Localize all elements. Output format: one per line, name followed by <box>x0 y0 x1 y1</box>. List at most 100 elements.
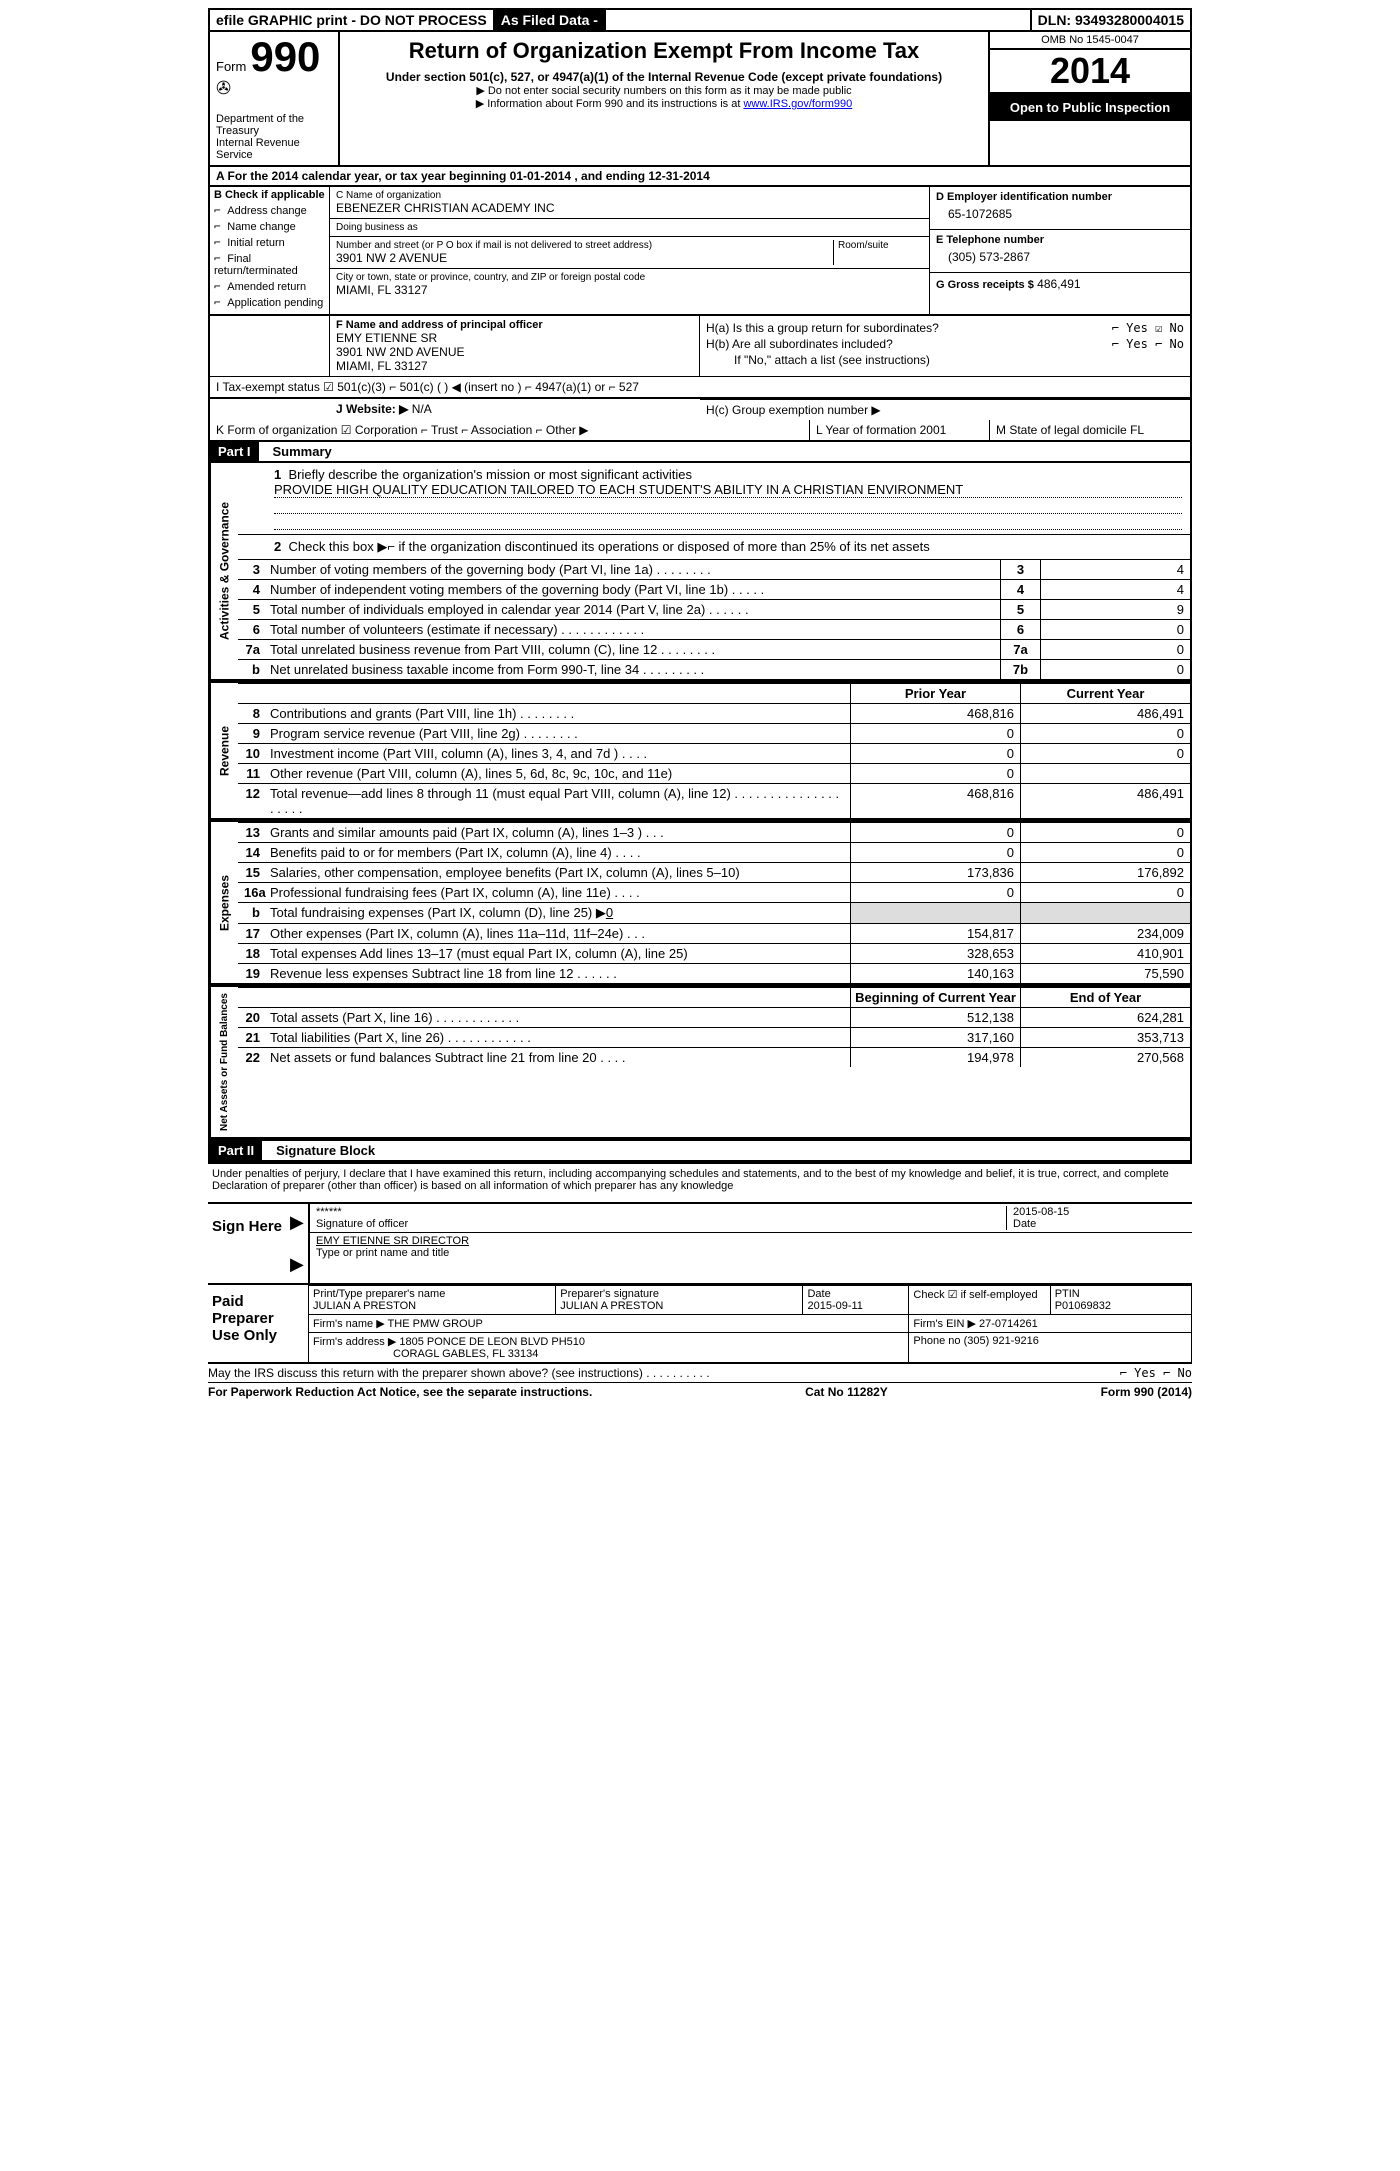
line-20-text: Total assets (Part X, line 16) . . . . .… <box>266 1008 850 1027</box>
line-2-text[interactable]: Check this box ▶⌐ if the organization di… <box>288 539 929 554</box>
tax-year: 2014 <box>990 50 1190 94</box>
chk-address-change[interactable]: Address change <box>214 204 325 217</box>
form-word: Form <box>216 59 246 74</box>
line-6-value: 0 <box>1040 620 1190 639</box>
info-prefix: ▶ Information about Form 990 and its ins… <box>476 98 744 110</box>
line-10-curr: 0 <box>1020 744 1190 763</box>
officer-label: F Name and address of principal officer <box>336 319 693 331</box>
header-left: Form 990 ✇ Department of the Treasury In… <box>210 32 340 165</box>
paid-preparer-table: Print/Type preparer's nameJULIAN A PREST… <box>308 1285 1192 1362</box>
row-j-hc: J Website: ▶ N/A H(c) Group exemption nu… <box>208 399 1192 420</box>
end-year-hdr: End of Year <box>1020 988 1190 1007</box>
summary-governance: Activities & Governance 1 Briefly descri… <box>208 463 1192 681</box>
topbar: efile GRAPHIC print - DO NOT PROCESS As … <box>208 8 1192 32</box>
firm-ein-label: Firm's EIN ▶ <box>913 1318 976 1330</box>
signature-officer-label: Signature of officer <box>316 1218 1006 1230</box>
part-i-badge: Part I <box>210 442 259 461</box>
firm-phone-label: Phone no <box>913 1335 960 1347</box>
line-12-curr: 486,491 <box>1020 784 1190 818</box>
line-17-curr: 234,009 <box>1020 924 1190 943</box>
gross-receipts-label: G Gross receipts $ <box>936 279 1034 291</box>
line-11-text: Other revenue (Part VIII, column (A), li… <box>266 764 850 783</box>
discuss-line: May the IRS discuss this return with the… <box>208 1364 1192 1383</box>
line-16a-curr: 0 <box>1020 883 1190 902</box>
ein-label: D Employer identification number <box>936 191 1184 203</box>
line-6-text: Total number of volunteers (estimate if … <box>266 620 1000 639</box>
signature-date-label: Date <box>1013 1218 1186 1230</box>
signature-intro: Under penalties of perjury, I declare th… <box>208 1162 1192 1202</box>
line-5-text: Total number of individuals employed in … <box>266 600 1000 619</box>
ein-value: 65-1072685 <box>936 203 1184 225</box>
part-ii-badge: Part II <box>210 1141 262 1160</box>
line-16b-text: Total fundraising expenses (Part IX, col… <box>266 903 850 923</box>
line-11-curr <box>1020 764 1190 783</box>
col-d-through-g: D Employer identification number 65-1072… <box>930 187 1190 314</box>
expenses-label: Expenses <box>210 822 238 983</box>
line-4-value: 4 <box>1040 580 1190 599</box>
line-3-text: Number of voting members of the governin… <box>266 560 1000 579</box>
chk-name-change[interactable]: Name change <box>214 220 325 233</box>
topbar-spacer <box>606 10 1032 30</box>
chk-application-pending[interactable]: Application pending <box>214 296 325 309</box>
firm-name: THE PMW GROUP <box>388 1318 483 1330</box>
firm-addr-label: Firm's address ▶ <box>313 1336 396 1348</box>
row-f-h: F Name and address of principal officer … <box>208 316 1192 376</box>
chk-amended-return[interactable]: Amended return <box>214 280 325 293</box>
chk-initial-return[interactable]: Initial return <box>214 236 325 249</box>
tax-exempt-status[interactable]: I Tax-exempt status ☑ 501(c)(3) ⌐ 501(c)… <box>216 380 639 394</box>
line-19-text: Revenue less expenses Subtract line 18 f… <box>266 964 850 983</box>
line-19-curr: 75,590 <box>1020 964 1190 983</box>
street-value: 3901 NW 2 AVENUE <box>336 251 833 265</box>
website-label: J Website: ▶ <box>336 402 408 416</box>
line-9-prior: 0 <box>850 724 1020 743</box>
hb-note: If "No," attach a list (see instructions… <box>706 353 1184 367</box>
officer-print-name: EMY ETIENNE SR DIRECTOR <box>316 1235 1006 1247</box>
line-10-text: Investment income (Part VIII, column (A)… <box>266 744 850 763</box>
line-21-text: Total liabilities (Part X, line 26) . . … <box>266 1028 850 1047</box>
line-17-text: Other expenses (Part IX, column (A), lin… <box>266 924 850 943</box>
street-label: Number and street (or P O box if mail is… <box>336 240 833 251</box>
irs-link[interactable]: www.IRS.gov/form990 <box>743 98 852 110</box>
hb-yes-no[interactable]: ⌐ Yes ⌐ No <box>1112 337 1184 351</box>
ptin-value: P01069832 <box>1055 1300 1187 1312</box>
sign-here-block: Sign Here ▶▶ ****** Signature of officer… <box>208 1202 1192 1285</box>
part-i-title: Summary <box>267 442 338 461</box>
chk-final-return[interactable]: Final return/terminated <box>214 252 325 277</box>
discuss-yes-no[interactable]: ⌐ Yes ⌐ No <box>1120 1366 1192 1380</box>
line-15-text: Salaries, other compensation, employee b… <box>266 863 850 882</box>
current-year-hdr: Current Year <box>1020 684 1190 703</box>
omb-number: OMB No 1545-0047 <box>990 32 1190 50</box>
line-18-curr: 410,901 <box>1020 944 1190 963</box>
line-18-text: Total expenses Add lines 13–17 (must equ… <box>266 944 850 963</box>
line-18-prior: 328,653 <box>850 944 1020 963</box>
fh-spacer <box>210 316 330 376</box>
dln: DLN: 93493280004015 <box>1032 10 1190 30</box>
preparer-name: JULIAN A PRESTON <box>313 1300 551 1312</box>
telephone-label: E Telephone number <box>936 234 1184 246</box>
dba-label: Doing business as <box>336 222 923 233</box>
form-of-org[interactable]: K Form of organization ☑ Corporation ⌐ T… <box>210 420 810 440</box>
sign-here-label: Sign Here <box>208 1204 288 1283</box>
line-7a-value: 0 <box>1040 640 1190 659</box>
form-990-page: efile GRAPHIC print - DO NOT PROCESS As … <box>208 8 1192 1401</box>
dept-treasury: Department of the Treasury <box>216 113 332 137</box>
hb-label: H(b) Are all subordinates included? <box>706 337 893 351</box>
irs-label: Internal Revenue Service <box>216 137 332 161</box>
self-employed-check[interactable]: Check ☑ if self-employed <box>909 1286 1050 1315</box>
header-mid: Return of Organization Exempt From Incom… <box>340 32 990 165</box>
dln-value: 93493280004015 <box>1075 12 1184 28</box>
line-22-end: 270,568 <box>1020 1048 1190 1067</box>
preparer-name-label: Print/Type preparer's name <box>313 1288 551 1300</box>
discuss-text: May the IRS discuss this return with the… <box>208 1366 710 1380</box>
firm-phone: (305) 921-9216 <box>964 1335 1039 1347</box>
signature-stars: ****** <box>316 1206 1006 1218</box>
footer-line: For Paperwork Reduction Act Notice, see … <box>208 1383 1192 1401</box>
firm-addr-2: CORAGL GABLES, FL 33134 <box>313 1348 538 1360</box>
mission-text: PROVIDE HIGH QUALITY EDUCATION TAILORED … <box>274 482 1182 498</box>
line-17-prior: 154,817 <box>850 924 1020 943</box>
firm-addr-1: 1805 PONCE DE LEON BLVD PH510 <box>399 1336 585 1348</box>
ha-yes-no[interactable]: ⌐ Yes ☑ No <box>1112 321 1184 335</box>
cat-no: Cat No 11282Y <box>805 1385 888 1399</box>
line-22-beg: 194,978 <box>850 1048 1020 1067</box>
ptin-label: PTIN <box>1055 1288 1187 1300</box>
